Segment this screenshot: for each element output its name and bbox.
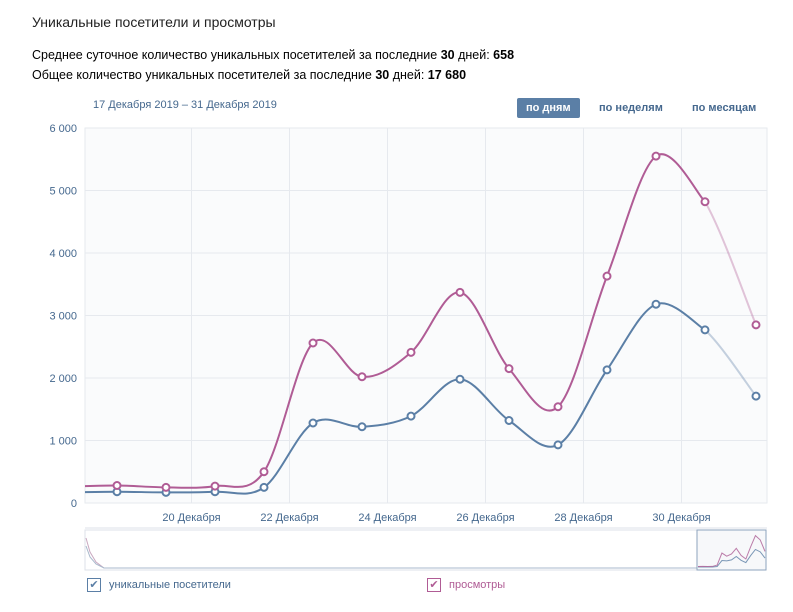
y-tick-label: 5 000 bbox=[49, 186, 77, 198]
checkbox-checked-icon[interactable]: ✔ bbox=[87, 578, 101, 592]
data-point-unique bbox=[504, 416, 514, 425]
x-tick-label: 20 Декабря bbox=[162, 512, 220, 524]
y-tick-label: 2 000 bbox=[49, 373, 77, 385]
data-point-views bbox=[357, 372, 367, 382]
data-point-unique bbox=[406, 411, 416, 421]
legend-label: просмотры bbox=[449, 579, 506, 591]
navigator-history-unique bbox=[85, 545, 697, 569]
legend-label: уникальные посетители bbox=[109, 579, 231, 591]
legend-unique[interactable]: ✔ уникальные посетители bbox=[87, 578, 231, 592]
total-visitors: Общее количество уникальных посетителей … bbox=[32, 68, 467, 82]
y-tick-label: 0 bbox=[71, 498, 77, 510]
data-point-views bbox=[161, 482, 171, 492]
x-tick-label: 26 Декабря bbox=[456, 512, 514, 524]
data-point-unique bbox=[308, 418, 318, 428]
navigator-history-views bbox=[85, 537, 697, 569]
x-tick-label: 22 Декабря bbox=[260, 512, 318, 524]
y-tick-label: 4 000 bbox=[49, 248, 77, 260]
avg-daily-visitors: Среднее суточное количество уникальных п… bbox=[32, 48, 515, 62]
page-title: Уникальные посетители и просмотры bbox=[32, 14, 276, 30]
data-point-views bbox=[210, 481, 220, 491]
y-tick-label: 3 000 bbox=[49, 311, 77, 323]
data-point-views bbox=[651, 151, 661, 161]
data-point-views bbox=[308, 338, 318, 348]
by-days-button[interactable]: по дням bbox=[517, 98, 580, 118]
navigator bbox=[84, 529, 767, 571]
data-point-views bbox=[406, 347, 416, 357]
data-point-views bbox=[751, 320, 761, 330]
by-months-button[interactable]: по месяцам bbox=[692, 102, 757, 114]
data-point-unique bbox=[357, 422, 367, 432]
data-point-views bbox=[602, 271, 612, 281]
navigator-selection[interactable] bbox=[696, 529, 767, 571]
data-point-unique bbox=[700, 325, 710, 335]
series-line-incomplete-unique bbox=[704, 329, 757, 397]
data-point-unique bbox=[651, 299, 661, 309]
x-tick-label: 24 Декабря bbox=[358, 512, 416, 524]
data-point-views bbox=[259, 467, 269, 477]
legend-views[interactable]: ✔ просмотры bbox=[427, 578, 505, 592]
checkbox-checked-icon[interactable]: ✔ bbox=[427, 578, 441, 592]
data-point-unique bbox=[259, 482, 269, 492]
y-tick-label: 6 000 bbox=[49, 123, 77, 135]
data-point-views bbox=[700, 197, 710, 207]
series-line-incomplete-views bbox=[704, 201, 757, 326]
data-point-views bbox=[504, 364, 514, 374]
date-range[interactable]: 17 Декабря 2019 – 31 Декабря 2019 bbox=[93, 99, 277, 111]
data-point-unique bbox=[455, 374, 465, 384]
data-point-views bbox=[112, 481, 122, 490]
data-point-unique bbox=[553, 440, 563, 450]
navigator-line-views bbox=[697, 534, 766, 568]
data-point-views bbox=[455, 287, 465, 297]
data-point-unique bbox=[751, 391, 761, 401]
y-tick-label: 1 000 bbox=[49, 436, 77, 448]
data-point-unique bbox=[602, 365, 612, 375]
by-weeks-button[interactable]: по неделям bbox=[599, 102, 663, 114]
x-tick-label: 28 Декабря bbox=[554, 512, 612, 524]
x-tick-label: 30 Декабря bbox=[652, 512, 710, 524]
data-point-views bbox=[553, 402, 563, 412]
